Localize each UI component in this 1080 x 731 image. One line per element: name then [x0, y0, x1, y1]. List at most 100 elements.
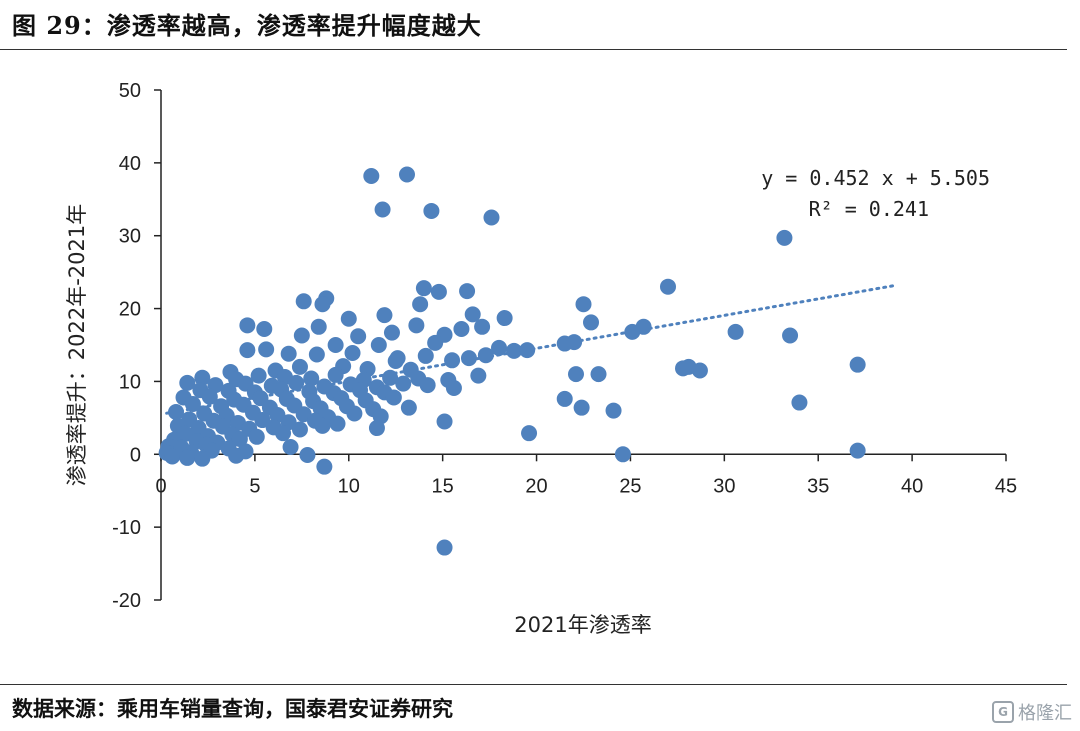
scatter-point: [295, 293, 312, 310]
scatter-point: [436, 539, 453, 556]
scatter-point: [423, 202, 440, 219]
scatter-point: [521, 425, 538, 442]
scatter-point: [430, 283, 447, 300]
scatter-point: [660, 278, 676, 295]
scatter-point: [370, 337, 387, 353]
scatter-point: [344, 345, 361, 362]
title-divider: [0, 49, 1067, 50]
scatter-point: [385, 389, 402, 406]
scatter-point: [239, 342, 256, 359]
footer-divider: [0, 684, 1067, 685]
scatter-point: [383, 324, 400, 341]
scatter-point: [453, 320, 470, 337]
scatter-point: [491, 339, 507, 356]
scatter-point: [614, 446, 631, 463]
scatter-point: [299, 447, 316, 464]
scatter-point: [566, 334, 583, 351]
scatter-point: [483, 209, 500, 226]
scatter-point: [164, 448, 181, 465]
data-source: 数据来源：乘用车销量查询，国泰君安证券研究: [12, 696, 453, 721]
scatter-point: [782, 327, 799, 344]
scatter-point: [477, 347, 494, 364]
x-axis-title: 2021年渗透率: [514, 613, 651, 637]
scatter-point: [436, 413, 453, 430]
y-tick-label: 20: [119, 299, 141, 321]
scatter-point: [849, 442, 866, 459]
x-tick-label: 45: [995, 475, 1017, 497]
scatter-point: [288, 374, 305, 391]
scatter-point: [363, 167, 380, 184]
x-tick-label: 25: [619, 475, 641, 497]
y-tick-label: 40: [119, 153, 141, 175]
scatter-point: [346, 405, 363, 422]
scatter-point: [376, 307, 393, 324]
trendline-group: [165, 284, 895, 415]
scatter-point: [445, 379, 462, 396]
scatter-point: [590, 366, 607, 383]
scatter-point: [239, 317, 256, 334]
x-tick-label: 30: [713, 475, 735, 497]
x-tick-label: 20: [525, 475, 547, 497]
trendline: [165, 284, 895, 415]
scatter-point: [194, 369, 211, 386]
scatter-point: [248, 428, 265, 445]
y-tick-label: 0: [130, 444, 141, 466]
scatter-point: [849, 356, 866, 373]
scatter-point: [464, 306, 481, 323]
scatter-point: [291, 358, 308, 375]
y-tick-label: 10: [119, 371, 141, 393]
scatter-point: [496, 310, 513, 327]
scatter-point: [327, 366, 344, 383]
scatter-point: [791, 394, 808, 411]
scatter-point: [179, 374, 196, 391]
scatter-point: [256, 320, 273, 337]
scatter-point: [228, 447, 245, 464]
scatter-point: [573, 399, 590, 416]
trendline-equation: y = 0.452 x + 5.505: [761, 166, 990, 190]
scatter-point: [519, 342, 536, 359]
scatter-point: [250, 367, 267, 384]
scatter-point: [444, 352, 461, 369]
scatter-chart: -20 -10 0 10 20 30 40 50 0 5 10 15 20 25 30 35 40 45 2021…: [65, 80, 1017, 637]
scatter-point: [201, 388, 218, 405]
y-tick-label: 50: [119, 80, 141, 102]
scatter-point: [427, 334, 444, 351]
scatter-point: [567, 366, 584, 383]
scatter-point: [460, 350, 477, 367]
scatter-point: [374, 201, 391, 218]
scatter-point: [340, 310, 357, 327]
scatter-point: [314, 296, 331, 313]
y-tick-label: -20: [112, 590, 141, 612]
scatter-point: [575, 296, 592, 313]
scatter-point: [368, 420, 385, 437]
scatter-point: [316, 458, 333, 475]
y-tick-label: 30: [119, 226, 141, 248]
scatter-point: [470, 367, 487, 384]
scatter-point: [258, 341, 275, 358]
scatter-point: [400, 399, 417, 416]
x-tick-label: 40: [901, 475, 923, 497]
scatter-point: [408, 317, 425, 334]
scatter-point: [387, 353, 404, 370]
scatter-point: [382, 369, 399, 386]
y-axis-title: 渗透率提升：2022年-2021年: [65, 204, 89, 486]
scatter-point: [459, 283, 476, 300]
scatter-point: [293, 327, 310, 344]
x-tick-label: 0: [155, 475, 166, 497]
scatter-point: [412, 296, 429, 313]
r-squared-label: R² = 0.241: [809, 197, 929, 221]
x-tick-label: 35: [807, 475, 829, 497]
scatter-point: [415, 280, 432, 297]
scatter-point: [179, 449, 196, 466]
y-tick-label: -10: [112, 517, 141, 539]
scatter-point: [168, 404, 185, 421]
scatter-point: [308, 346, 325, 363]
scatter-point: [327, 337, 344, 353]
scatter-point: [419, 377, 436, 394]
scatter-point: [727, 323, 744, 340]
scatter-point: [184, 396, 201, 413]
data-points: [158, 166, 866, 556]
scatter-point: [275, 425, 292, 442]
scatter-point: [691, 362, 708, 379]
x-tick-label: 10: [338, 475, 360, 497]
